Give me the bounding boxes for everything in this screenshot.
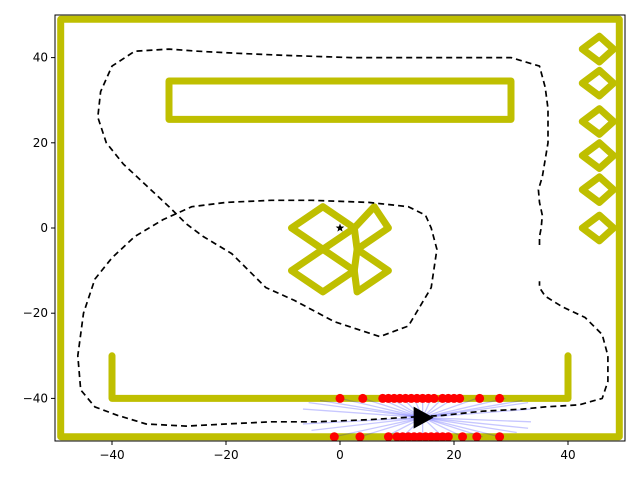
path-layer [76, 48, 609, 427]
x-tick-label-1: −20 [213, 448, 238, 462]
y-tick-label-1: −20 [23, 306, 48, 320]
lidar-hits-layer [329, 393, 505, 441]
lidar-ray-31 [422, 416, 531, 423]
lidar-hit-16 [475, 393, 485, 403]
lidar-hit-19 [355, 432, 365, 441]
lidar-ray-13 [362, 397, 423, 419]
y-tick-label-4: 40 [33, 51, 48, 65]
wall-cross-upper-right [350, 203, 392, 253]
marker-layer [335, 223, 434, 429]
lidar-ray-26 [422, 416, 463, 438]
lidar-hit-31 [458, 432, 468, 441]
wall-diamond-3 [578, 105, 618, 138]
lidar-ray-17 [302, 408, 423, 419]
trajectory-line [76, 48, 609, 427]
robot-marker [413, 406, 434, 429]
x-tick-label-0: −40 [99, 448, 124, 462]
lidar-hit-15 [455, 393, 465, 403]
start-marker-star [335, 223, 345, 232]
lidar-ray-29 [422, 416, 517, 434]
x-axis: −40 −20 0 20 40 [99, 441, 576, 462]
lidar-ray-16 [308, 402, 423, 419]
lidar-ray-30 [422, 416, 529, 429]
x-tick-label-3: 20 [446, 448, 461, 462]
lidar-hit-18 [329, 432, 339, 441]
wall-diamond-6 [578, 211, 618, 245]
lidar-hit-17 [495, 393, 505, 403]
wall-top-rectangle [165, 77, 515, 123]
y-tick-label-0: −40 [23, 391, 48, 405]
lidar-ray-27 [422, 416, 483, 438]
lidar-ray-2 [422, 399, 523, 419]
lidar-ray-1 [422, 402, 529, 419]
wall-cross-lower-right [350, 245, 392, 296]
lidar-ray-19 [311, 416, 423, 431]
lidar-hit-11 [429, 393, 439, 403]
lidar-ray-3 [422, 397, 506, 419]
x-tick-label-2: 0 [336, 448, 344, 462]
wall-diamond-2 [578, 66, 618, 100]
lidar-ray-20 [334, 416, 423, 438]
lidar-ray-15 [319, 399, 423, 419]
lidar-hit-20 [383, 432, 393, 441]
lidar-ray-0 [422, 408, 532, 419]
wall-diamond-4 [578, 139, 618, 172]
lidar-hit-30 [443, 432, 453, 441]
x-tick-label-4: 40 [560, 448, 575, 462]
lidar-hit-33 [495, 432, 505, 441]
wall-diamond-5 [578, 173, 618, 206]
lidar-hit-32 [472, 432, 482, 441]
lidar-hit-1 [358, 393, 368, 403]
y-tick-label-2: 0 [40, 221, 48, 235]
lidar-ray-14 [339, 397, 423, 419]
lidar-ray-28 [422, 416, 500, 438]
lidar-ray-4 [422, 397, 478, 419]
lidar-hit-0 [335, 393, 345, 403]
y-axis: −40 −20 0 20 40 [23, 51, 55, 405]
wall-diamond-1 [578, 32, 618, 66]
y-tick-label-3: 20 [33, 136, 48, 150]
lidar-ray-21 [359, 416, 423, 438]
